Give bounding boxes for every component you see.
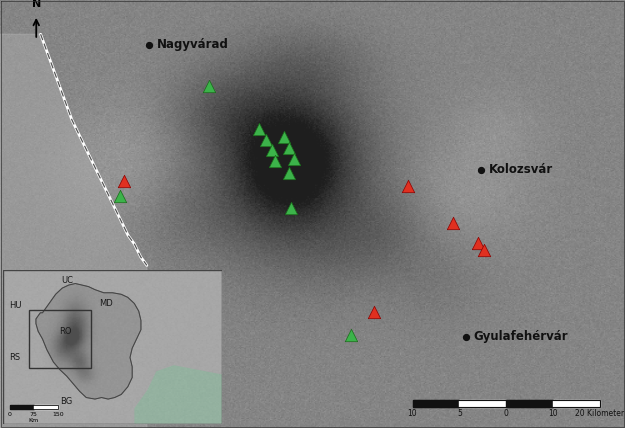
Bar [412,400,600,407]
Point [402,182,412,189]
Point [144,42,154,48]
Text: RS: RS [9,353,21,362]
Bar [412,400,459,407]
Text: Nagyvárad: Nagyvárad [157,39,229,51]
Text: MD: MD [99,299,113,308]
Text: BG: BG [61,397,72,406]
Point [461,333,471,340]
Bar [10,405,34,409]
Text: 0: 0 [8,412,12,417]
Point [204,82,214,89]
Text: 5: 5 [457,409,462,418]
Bar [34,405,58,409]
Point [448,219,458,226]
Point [254,126,264,133]
Bar [29,310,91,368]
Polygon shape [36,283,141,399]
Text: UC: UC [62,276,74,285]
Text: 10: 10 [548,409,558,418]
Text: 10: 10 [408,409,418,418]
Bar [459,400,506,407]
Point [261,137,271,144]
Point [479,247,489,254]
Text: 75: 75 [30,412,38,417]
Text: Km: Km [29,418,39,423]
Point [476,166,486,173]
Polygon shape [0,34,147,428]
Point [270,157,280,164]
Point [284,144,294,151]
Point [286,204,296,211]
Bar [10,405,58,409]
Text: 20 Kilometer: 20 Kilometer [576,409,624,418]
Point [346,331,356,338]
Text: Gyulafehérvár: Gyulafehérvár [474,330,568,343]
Bar [553,400,600,407]
Point [369,309,379,316]
Point [284,170,294,177]
Polygon shape [134,365,222,424]
Point [279,134,289,140]
Point [115,192,125,199]
Text: 150: 150 [52,412,64,417]
Point [472,240,482,247]
Text: HU: HU [9,300,21,309]
Point [119,178,129,185]
Text: 0: 0 [504,409,509,418]
Text: Kolozsvár: Kolozsvár [489,163,554,176]
Point [289,156,299,163]
Point [267,146,277,153]
Text: N: N [32,0,41,9]
Bar [506,400,553,407]
Text: RO: RO [59,327,72,336]
